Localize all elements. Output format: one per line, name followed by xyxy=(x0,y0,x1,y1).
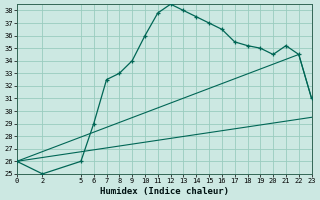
X-axis label: Humidex (Indice chaleur): Humidex (Indice chaleur) xyxy=(100,187,229,196)
